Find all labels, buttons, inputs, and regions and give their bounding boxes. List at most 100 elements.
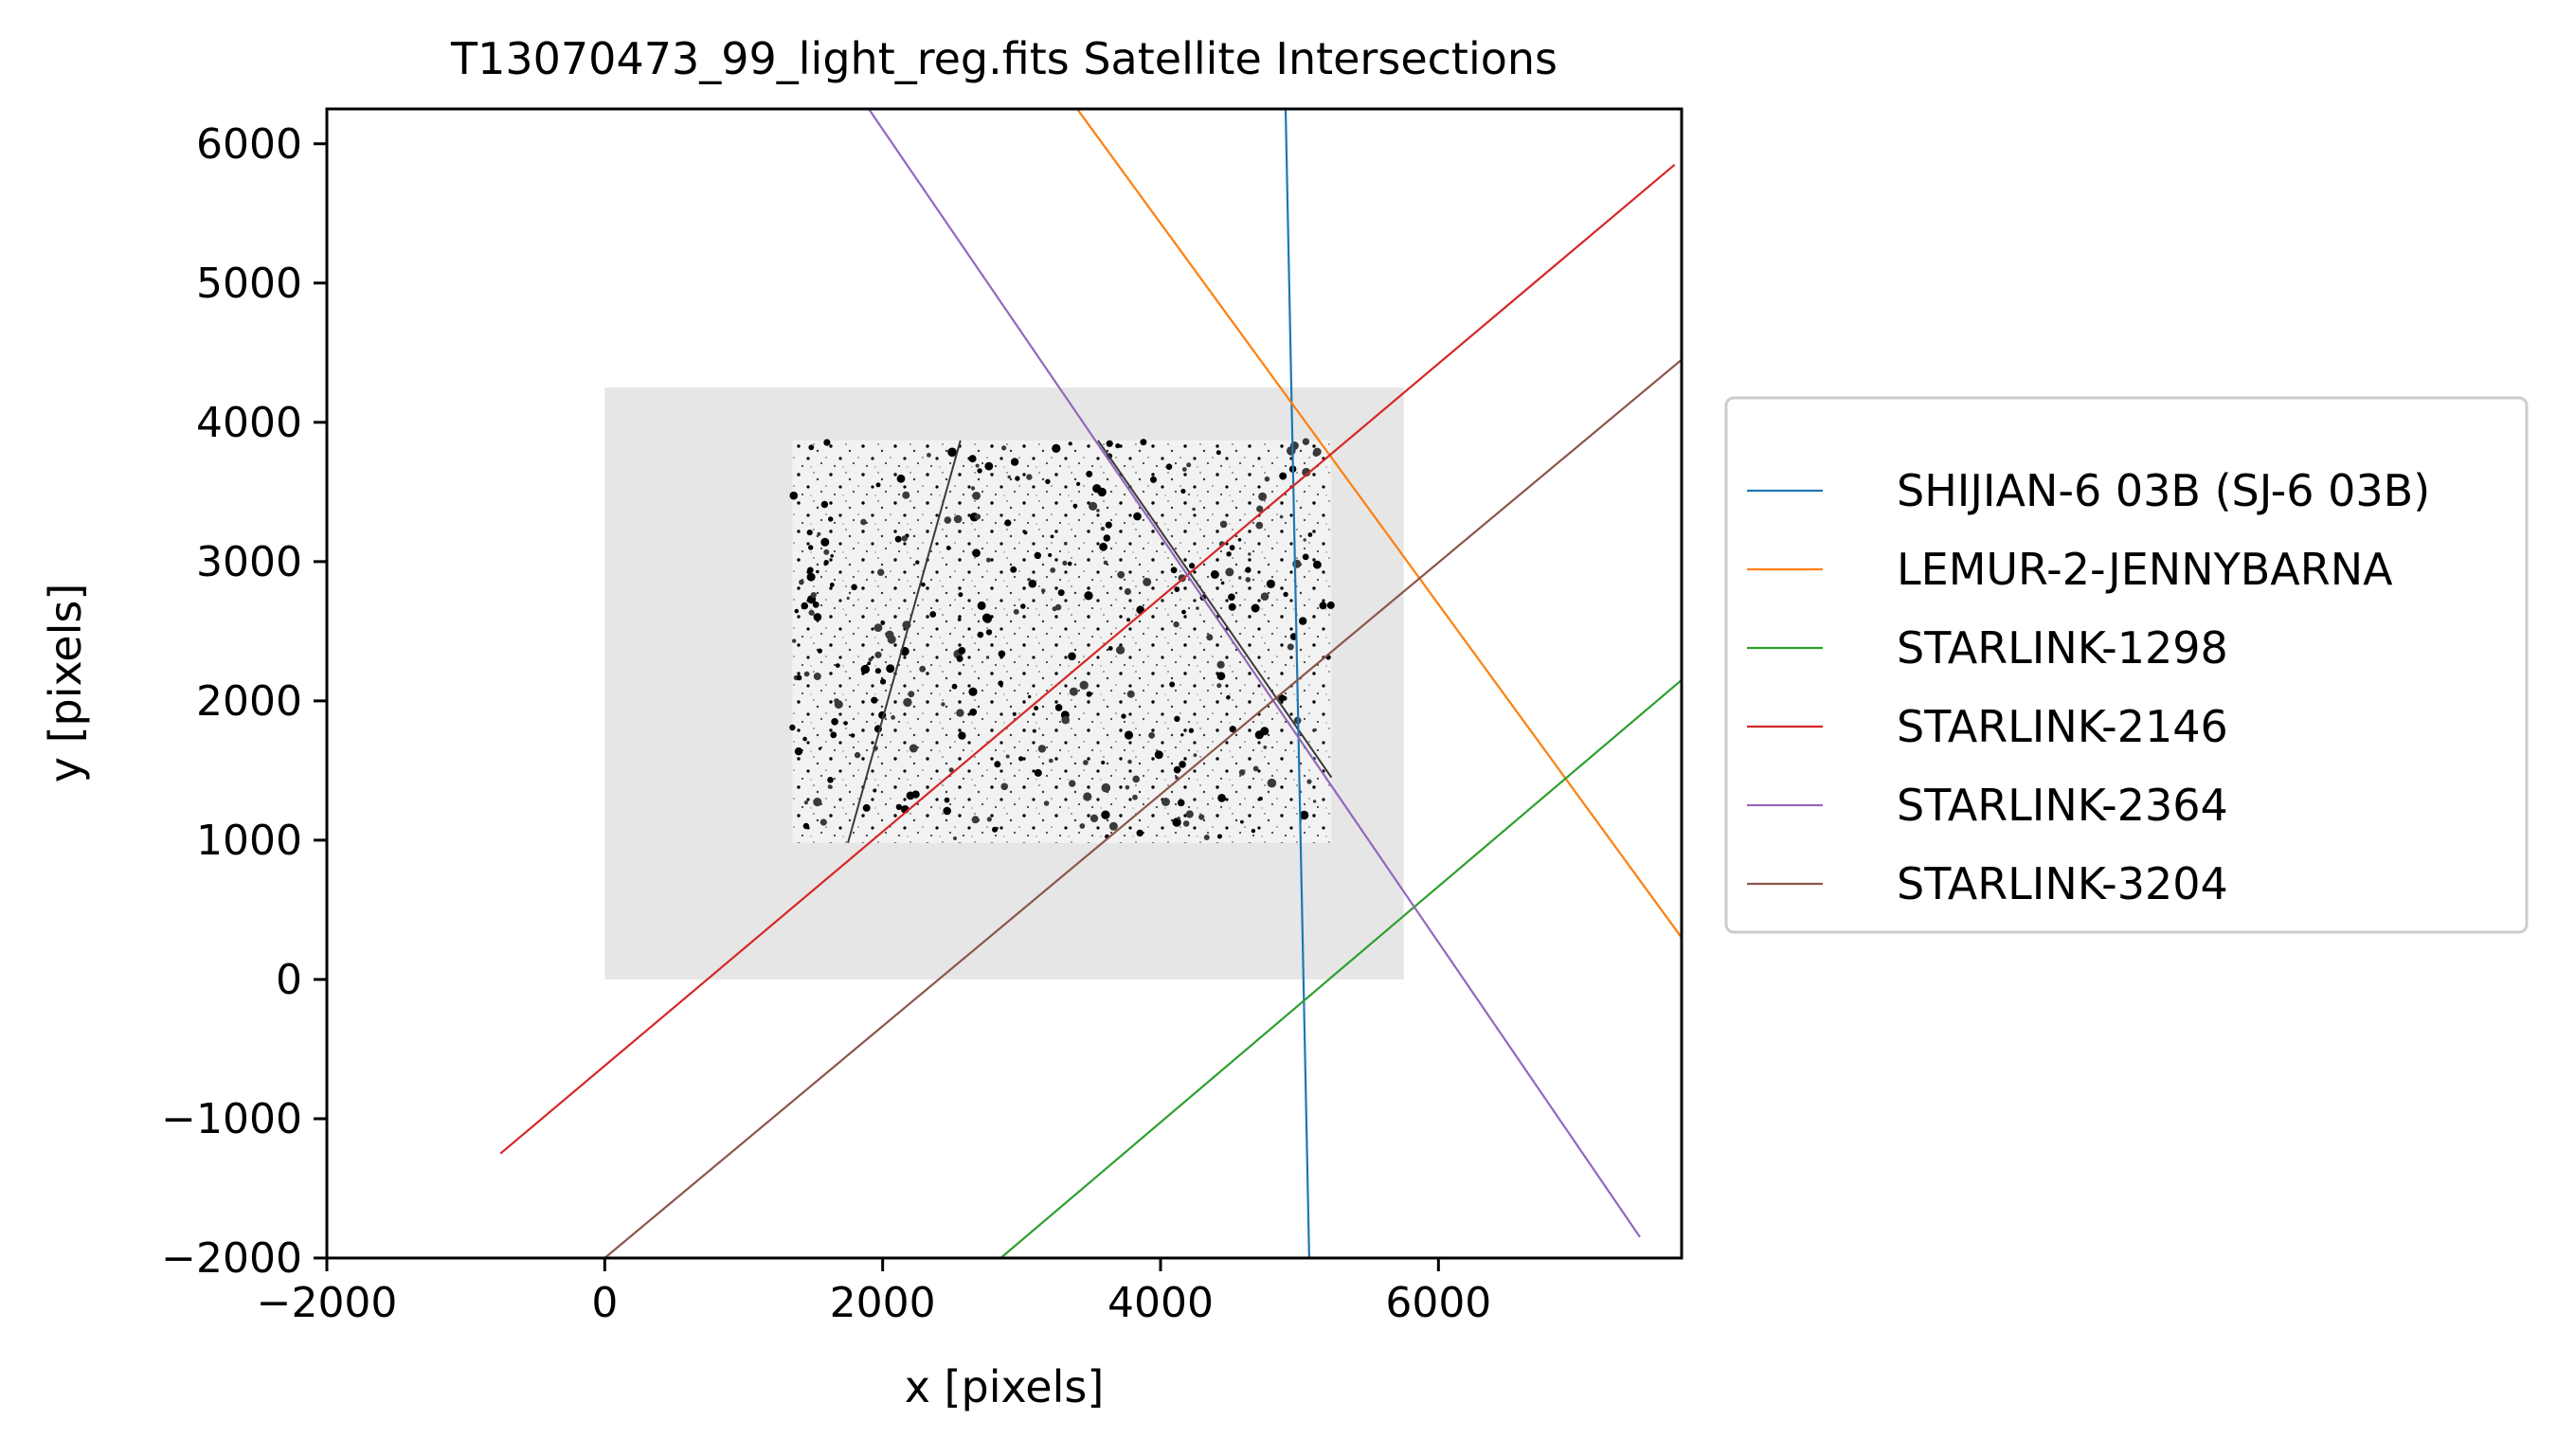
star <box>820 537 830 547</box>
star <box>1015 476 1020 481</box>
star <box>951 683 958 690</box>
star <box>1251 828 1256 834</box>
star <box>1103 534 1111 542</box>
star <box>958 731 966 740</box>
star <box>1079 823 1086 829</box>
legend-label: STARLINK-2364 <box>1897 780 2228 831</box>
star <box>1052 443 1061 453</box>
star <box>868 657 873 662</box>
star <box>1083 792 1092 801</box>
star <box>1052 606 1057 612</box>
star <box>944 516 952 524</box>
star <box>1256 505 1264 512</box>
star <box>874 651 882 658</box>
star <box>929 611 937 618</box>
star <box>1216 683 1222 689</box>
star <box>1177 799 1185 807</box>
star <box>1181 467 1187 472</box>
legend: SHIJIAN-6 03B (SJ-6 03B) LEMUR-2-JENNYBAR… <box>1724 396 2529 934</box>
star <box>1287 643 1294 651</box>
star <box>808 609 815 616</box>
star <box>921 582 926 587</box>
star <box>971 816 980 824</box>
star <box>1174 586 1180 592</box>
star <box>998 680 1004 687</box>
star <box>834 698 839 704</box>
star <box>977 601 986 610</box>
star <box>850 733 855 738</box>
star <box>1143 577 1152 586</box>
star <box>1101 810 1110 819</box>
star <box>1245 577 1251 583</box>
star <box>1217 794 1226 802</box>
star <box>1045 478 1051 484</box>
star <box>1124 730 1134 740</box>
star <box>977 631 984 638</box>
star <box>1010 458 1019 466</box>
star <box>831 718 838 726</box>
star <box>1278 694 1286 702</box>
star <box>1260 592 1269 601</box>
star <box>1216 834 1222 839</box>
star <box>1312 800 1317 803</box>
star <box>911 790 920 799</box>
star <box>846 596 850 601</box>
star <box>1048 552 1053 558</box>
x-axis-label: x [pixels] <box>905 1361 1105 1412</box>
star <box>1050 534 1054 539</box>
star <box>799 579 804 585</box>
star <box>1245 566 1251 573</box>
star <box>1124 587 1131 596</box>
star <box>969 708 978 716</box>
star <box>1105 521 1112 529</box>
star <box>941 702 945 707</box>
star <box>957 618 962 621</box>
star <box>1034 706 1039 711</box>
star <box>1229 726 1236 733</box>
star <box>886 664 895 674</box>
star <box>953 514 963 524</box>
star <box>813 673 821 680</box>
star <box>830 554 834 558</box>
star <box>1043 800 1050 806</box>
star <box>953 836 957 840</box>
star <box>1219 520 1228 529</box>
image-streak <box>847 440 962 844</box>
star <box>792 638 797 643</box>
x-tick-label: 2000 <box>830 1279 936 1327</box>
y-tick-label: 2000 <box>196 677 302 726</box>
star <box>1096 509 1100 512</box>
star <box>1068 441 1072 446</box>
star <box>1254 730 1264 740</box>
star <box>875 482 881 488</box>
star <box>944 797 950 803</box>
star <box>808 444 815 451</box>
star <box>1302 553 1309 561</box>
x-tick-label: 0 <box>591 1279 618 1327</box>
y-tick-label: 6000 <box>196 120 302 169</box>
star <box>968 687 978 696</box>
series-line-starlink-2364 <box>868 109 1641 1238</box>
star <box>1086 691 1092 697</box>
star <box>1117 570 1125 579</box>
star <box>843 721 848 726</box>
star <box>874 668 882 674</box>
y-axis: −2000 −1000 0 1000 2000 3000 4000 5000 6000 <box>161 120 327 1283</box>
star <box>1032 728 1036 733</box>
star <box>1188 728 1195 733</box>
star <box>860 518 867 526</box>
series-line-lemur-2-jennybarna <box>1076 109 1682 939</box>
star <box>1186 462 1192 468</box>
star <box>1215 450 1221 456</box>
star <box>1010 566 1017 573</box>
star <box>909 744 918 753</box>
star <box>1107 646 1113 651</box>
star <box>975 463 980 468</box>
star <box>1189 563 1196 569</box>
star <box>1027 578 1031 582</box>
star <box>894 535 902 543</box>
star <box>1054 704 1063 711</box>
star <box>1170 566 1178 574</box>
star <box>1258 796 1263 801</box>
star <box>1279 472 1288 480</box>
